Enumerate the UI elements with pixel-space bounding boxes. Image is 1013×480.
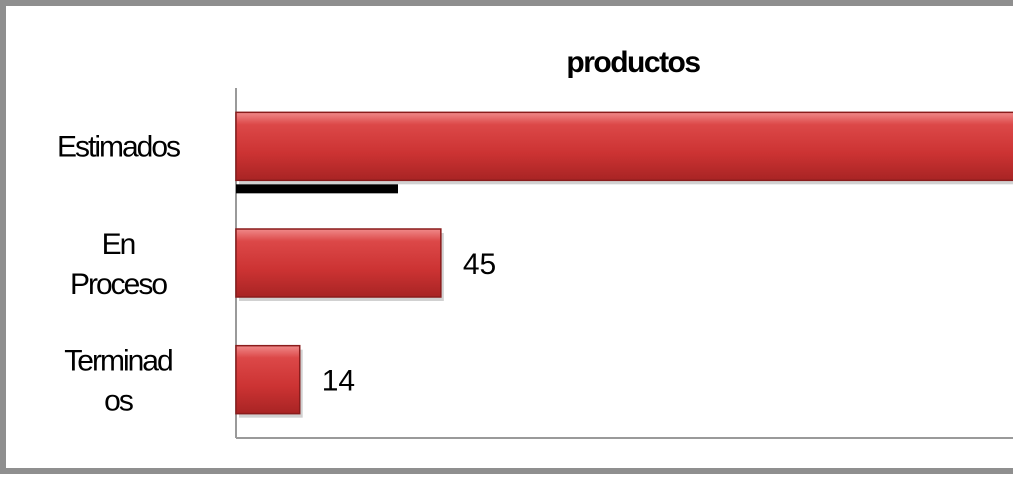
bar-enproceso (235, 228, 442, 298)
value-label-terminados: 14 (322, 365, 355, 398)
bar-estimados (235, 111, 1013, 182)
value-label-enproceso: 45 (463, 248, 496, 281)
label-placeholder-line (236, 184, 398, 194)
category-label-enproceso: En Proceso (70, 228, 167, 301)
chart-title: productos (566, 46, 700, 79)
category-label-terminados: Terminad os (64, 345, 172, 418)
bar-terminados (235, 344, 301, 415)
bar-chart: productos Estimados En Proceso 45 Terminad os… (57, 46, 1013, 439)
category-label-estimados: Estimados (57, 130, 180, 163)
